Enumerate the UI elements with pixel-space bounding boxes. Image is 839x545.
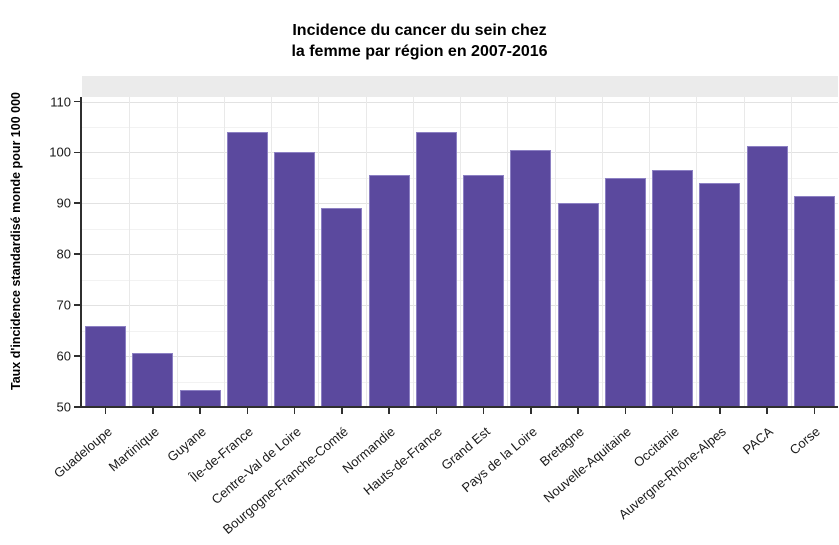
bar <box>699 182 741 407</box>
x-tick-label: Martinique <box>105 423 162 475</box>
chart-title-line2: la femme par région en 2007-2016 <box>291 43 548 60</box>
x-tick <box>435 407 438 414</box>
y-tick <box>74 406 81 408</box>
vertical-gridline <box>176 97 178 407</box>
x-axis-line <box>81 406 838 408</box>
x-tick <box>246 407 249 414</box>
y-tick <box>74 253 81 256</box>
y-tick-label: 60 <box>56 348 71 364</box>
x-tick-label: Guadeloupe <box>50 423 115 481</box>
y-axis-title: Taux d'incidence standardisé monde pour … <box>9 92 23 390</box>
bar <box>132 353 174 407</box>
y-axis-line <box>80 97 82 408</box>
chart-title-line1: Incidence du cancer du sein chez <box>292 22 547 39</box>
chart-title: Incidence du cancer du sein chez la femm… <box>0 20 839 62</box>
bar <box>226 132 268 407</box>
y-tick-label: 90 <box>56 195 71 211</box>
bar <box>368 175 410 407</box>
y-tick <box>74 355 81 357</box>
bar <box>604 177 646 407</box>
bar <box>510 149 552 407</box>
bar <box>274 152 316 407</box>
bar <box>415 132 457 407</box>
vertical-gridline <box>649 97 650 407</box>
x-tick <box>766 407 768 414</box>
y-tick <box>74 304 81 307</box>
y-tick-label: 80 <box>56 246 71 262</box>
bar <box>746 146 788 407</box>
vertical-gridline <box>696 97 698 407</box>
bar <box>85 325 127 407</box>
y-tick-label: 50 <box>56 399 71 415</box>
y-tick <box>74 100 81 103</box>
x-tick-label: PACA <box>739 423 776 458</box>
x-tick <box>104 407 107 414</box>
y-tick <box>74 202 81 205</box>
x-tick-label: Nouvelle-Aquitaine <box>540 423 635 506</box>
x-tick <box>719 407 721 414</box>
vertical-gridline <box>460 97 461 407</box>
bar <box>463 175 505 407</box>
vertical-gridline <box>318 97 320 407</box>
x-tick <box>624 407 627 414</box>
vertical-gridline <box>790 97 792 407</box>
x-tick-label: Guyane <box>164 423 209 465</box>
bar <box>321 208 363 407</box>
vertical-gridline <box>129 97 131 407</box>
vertical-gridline <box>554 97 556 407</box>
vertical-gridline <box>412 97 414 407</box>
x-tick <box>199 407 201 414</box>
x-tick <box>530 407 532 414</box>
bar <box>557 203 599 407</box>
y-tick-label: 70 <box>56 297 71 313</box>
x-tick <box>152 407 154 414</box>
x-tick <box>671 407 674 414</box>
x-tick <box>293 407 296 414</box>
vertical-gridline <box>507 97 509 407</box>
plot-panel: 50 60 70 80 90 100 110 Guadeloupe Martinique Guya… <box>49 76 838 537</box>
bar <box>179 390 221 407</box>
vertical-gridline <box>223 97 225 407</box>
x-tick <box>577 407 579 414</box>
bar <box>793 195 835 407</box>
y-tick-label: 110 <box>50 94 71 109</box>
bar <box>652 170 694 407</box>
vertical-gridline <box>743 97 745 407</box>
vertical-gridline <box>271 97 272 407</box>
vertical-gridline <box>601 97 603 407</box>
facet-strip <box>82 76 838 97</box>
x-tick <box>813 407 816 414</box>
y-tick <box>74 151 81 154</box>
x-tick-label: Corse <box>786 423 824 458</box>
x-tick <box>341 407 343 414</box>
vertical-gridline <box>365 97 367 407</box>
x-tick <box>482 407 485 414</box>
x-tick <box>388 407 390 414</box>
y-tick-label: 100 <box>49 144 71 160</box>
